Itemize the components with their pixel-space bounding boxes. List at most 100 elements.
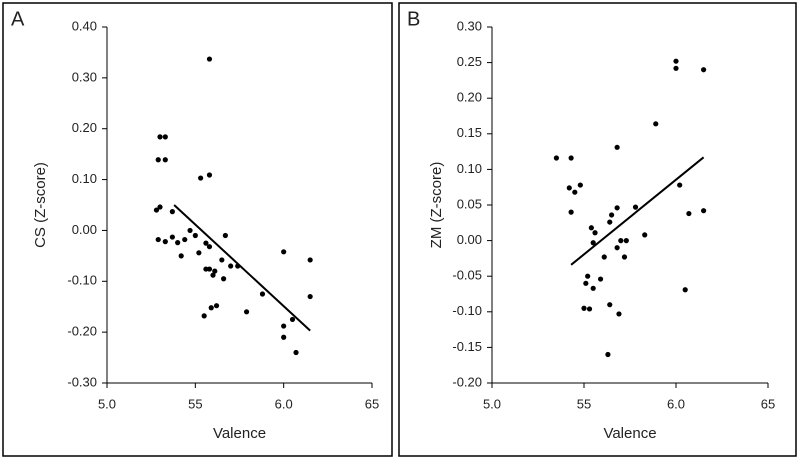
- x-axis-label: Valence: [213, 425, 266, 442]
- data-point: [157, 204, 163, 210]
- data-point: [187, 227, 193, 234]
- data-point: [182, 236, 188, 243]
- y-tick-label: -0.20: [452, 374, 482, 389]
- data-point: [572, 189, 578, 195]
- y-axis-label: CS (Z-score): [32, 162, 49, 248]
- data-point: [206, 266, 213, 272]
- data-point: [614, 245, 620, 251]
- data-point: [206, 244, 213, 250]
- data-point: [162, 157, 168, 163]
- data-point: [281, 334, 287, 340]
- data-point: [203, 240, 209, 246]
- y-tick-label: -0.05: [452, 268, 482, 283]
- x-axis-label: Valence: [603, 425, 656, 442]
- data-point: [568, 209, 574, 215]
- data-point: [673, 65, 679, 71]
- y-tick-label: 0.00: [457, 232, 482, 247]
- data-point: [210, 272, 216, 278]
- data-point: [307, 293, 313, 300]
- data-point: [605, 351, 611, 358]
- panel-label: A: [11, 8, 25, 30]
- data-point: [243, 309, 250, 315]
- x-tick-label: 65: [761, 396, 775, 411]
- y-tick-label: 0.10: [72, 171, 97, 186]
- x-tick-label: 5.0: [98, 396, 116, 411]
- data-point: [221, 276, 227, 282]
- data-point: [623, 238, 629, 244]
- data-point: [208, 305, 214, 311]
- data-point: [682, 287, 688, 293]
- data-point: [585, 273, 591, 279]
- data-point: [206, 172, 213, 178]
- data-point: [586, 306, 593, 312]
- y-tick-label: 0.20: [72, 120, 97, 135]
- panel-frame: [2, 2, 393, 457]
- data-point: [307, 257, 313, 263]
- x-tick-label: 5.0: [483, 396, 501, 411]
- data-point: [281, 249, 287, 255]
- data-point: [607, 302, 613, 308]
- y-tick-label: 0.00: [72, 222, 97, 237]
- data-point: [206, 56, 213, 62]
- data-point: [212, 268, 218, 274]
- data-point: [162, 239, 168, 245]
- data-point: [592, 230, 598, 236]
- data-point: [642, 232, 648, 238]
- data-point: [259, 291, 266, 297]
- y-axis-label: ZM (Z-score): [428, 162, 445, 249]
- data-point: [213, 303, 220, 309]
- data-point: [157, 134, 163, 140]
- y-tick-label: -0.10: [67, 273, 97, 288]
- y-tick-label: -0.10: [452, 303, 482, 318]
- y-tick-label: -0.20: [67, 324, 97, 339]
- y-tick-label: 0.05: [457, 196, 482, 211]
- data-point: [553, 155, 560, 161]
- data-point: [169, 209, 175, 215]
- x-tick-label: 65: [365, 396, 379, 411]
- data-point: [614, 205, 620, 211]
- data-point: [566, 185, 572, 191]
- data-point: [198, 175, 204, 181]
- data-point: [228, 263, 234, 269]
- x-tick-label: 55: [577, 396, 591, 411]
- data-point: [201, 313, 207, 319]
- y-tick-label: 0.40: [72, 18, 97, 33]
- data-point: [192, 232, 198, 239]
- data-point: [588, 225, 594, 231]
- data-point: [590, 240, 596, 246]
- data-point: [677, 182, 683, 188]
- data-point: [597, 276, 604, 282]
- data-point: [289, 316, 296, 323]
- data-point: [618, 238, 624, 244]
- data-point: [621, 254, 628, 260]
- data-point: [577, 182, 583, 188]
- data-point: [581, 305, 587, 311]
- data-point: [178, 253, 184, 259]
- data-point: [162, 134, 168, 140]
- trend-line: [173, 204, 311, 332]
- data-point: [281, 323, 287, 329]
- data-point: [616, 311, 622, 317]
- data-point: [219, 257, 225, 263]
- x-tick-label: 6.0: [667, 396, 685, 411]
- data-point: [701, 208, 707, 214]
- data-point: [175, 240, 181, 246]
- data-point: [673, 58, 679, 64]
- data-point: [196, 250, 202, 256]
- data-point: [609, 212, 615, 218]
- data-point: [686, 210, 692, 217]
- data-point: [601, 254, 607, 260]
- y-tick-label: 0.30: [72, 69, 97, 84]
- trend-line: [570, 156, 705, 266]
- data-point: [222, 232, 228, 239]
- y-tick-label: 0.10: [457, 161, 482, 176]
- x-tick-label: 55: [188, 396, 202, 411]
- y-tick-label: 0.20: [457, 90, 482, 105]
- data-point: [153, 207, 160, 213]
- data-point: [701, 67, 707, 73]
- y-tick-label: -0.15: [452, 339, 482, 354]
- data-point: [583, 280, 589, 286]
- panel-frame: [398, 2, 797, 457]
- panel-label: B: [407, 8, 420, 30]
